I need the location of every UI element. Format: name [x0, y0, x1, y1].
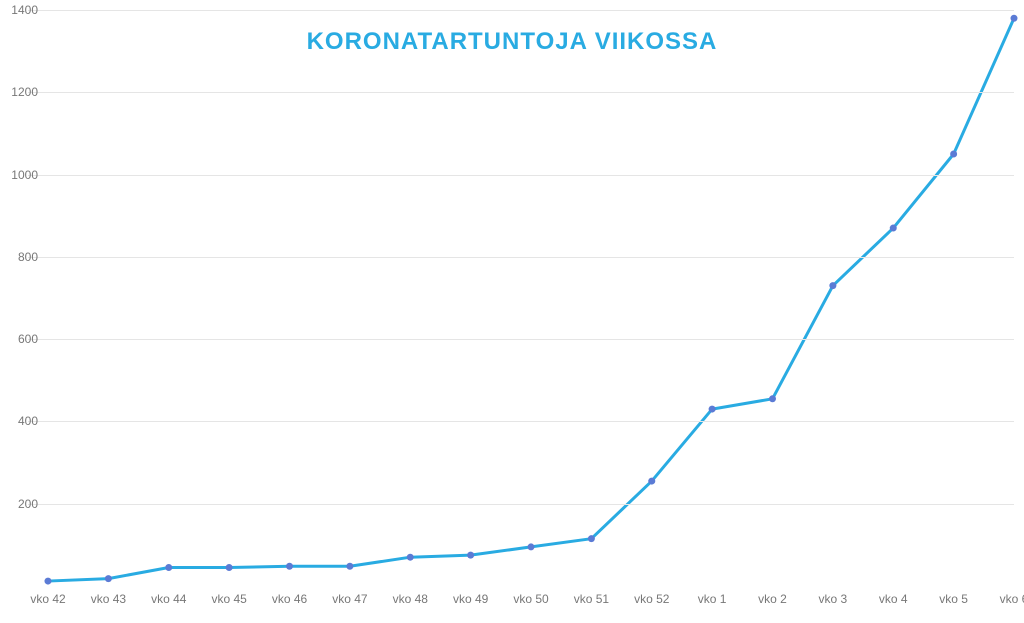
data-point: [346, 563, 353, 570]
data-point: [226, 564, 233, 571]
gridline: [28, 10, 1014, 11]
x-axis-label: vko 45: [201, 592, 257, 606]
data-point: [528, 543, 535, 550]
data-point: [1011, 15, 1018, 22]
y-axis-label: 1000: [2, 168, 38, 182]
data-point: [467, 552, 474, 559]
data-point: [950, 151, 957, 158]
data-point: [286, 563, 293, 570]
gridline: [28, 175, 1014, 176]
data-point: [165, 564, 172, 571]
data-point: [105, 575, 112, 582]
data-point: [890, 225, 897, 232]
gridline: [28, 257, 1014, 258]
x-axis-label: vko 49: [443, 592, 499, 606]
x-axis-label: vko 44: [141, 592, 197, 606]
x-axis-label: vko 4: [865, 592, 921, 606]
x-axis-label: vko 46: [262, 592, 318, 606]
y-axis-label: 1400: [2, 3, 38, 17]
x-axis-label: vko 2: [745, 592, 801, 606]
gridline: [28, 421, 1014, 422]
x-axis-label: vko 47: [322, 592, 378, 606]
gridline: [28, 92, 1014, 93]
line-chart: KORONATARTUNTOJA VIIKOSSA 20040060080010…: [0, 0, 1024, 623]
data-point: [829, 282, 836, 289]
x-axis-label: vko 5: [926, 592, 982, 606]
plot-svg: [0, 0, 1024, 623]
x-axis-label: vko 6: [986, 592, 1024, 606]
y-axis-label: 400: [2, 414, 38, 428]
y-axis-label: 800: [2, 250, 38, 264]
x-axis-label: vko 52: [624, 592, 680, 606]
data-point: [648, 478, 655, 485]
data-point: [45, 578, 52, 585]
data-point: [407, 554, 414, 561]
gridline: [28, 504, 1014, 505]
x-axis-label: vko 42: [20, 592, 76, 606]
x-axis-label: vko 50: [503, 592, 559, 606]
y-axis-label: 1200: [2, 85, 38, 99]
x-axis-label: vko 3: [805, 592, 861, 606]
x-axis-label: vko 48: [382, 592, 438, 606]
x-axis-label: vko 1: [684, 592, 740, 606]
y-axis-label: 200: [2, 497, 38, 511]
gridline: [28, 339, 1014, 340]
x-axis-label: vko 51: [563, 592, 619, 606]
x-axis-label: vko 43: [80, 592, 136, 606]
data-point: [709, 406, 716, 413]
data-point: [588, 535, 595, 542]
data-point: [769, 395, 776, 402]
y-axis-label: 600: [2, 332, 38, 346]
series-line: [48, 18, 1014, 581]
